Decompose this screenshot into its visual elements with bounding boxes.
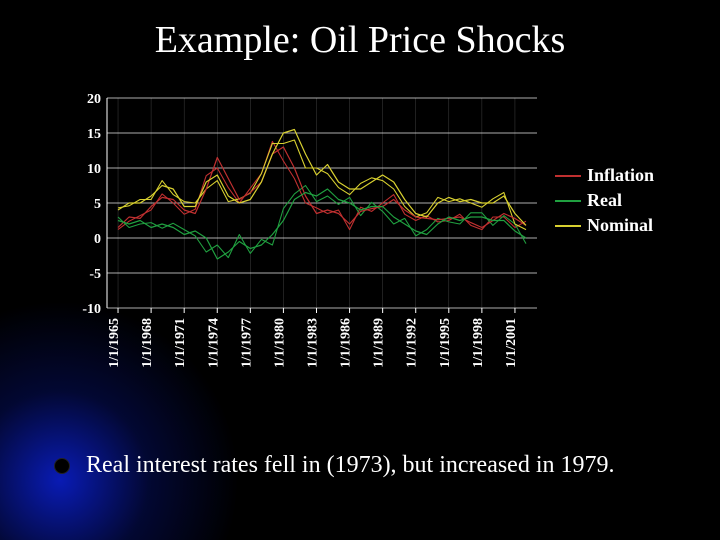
legend-line-real bbox=[555, 200, 581, 202]
bullet-dot-icon bbox=[54, 458, 70, 474]
svg-text:1/1/1998: 1/1/1998 bbox=[471, 318, 486, 368]
legend-label: Real bbox=[587, 190, 622, 211]
svg-text:1/1/1965: 1/1/1965 bbox=[107, 318, 122, 368]
svg-text:10: 10 bbox=[87, 162, 101, 177]
svg-text:1/1/1995: 1/1/1995 bbox=[438, 318, 453, 368]
legend-line-nominal bbox=[555, 225, 581, 227]
legend-line-inflation bbox=[555, 175, 581, 177]
legend: Inflation Real Nominal bbox=[555, 165, 705, 240]
bullet-text: Real interest rates fell in (1973), but … bbox=[86, 450, 615, 480]
svg-text:1/1/1989: 1/1/1989 bbox=[372, 318, 387, 368]
legend-label: Inflation bbox=[587, 165, 654, 186]
svg-text:1/1/1986: 1/1/1986 bbox=[339, 318, 354, 368]
svg-text:20: 20 bbox=[87, 92, 101, 107]
slide-title: Example: Oil Price Shocks bbox=[0, 18, 720, 62]
svg-text:0: 0 bbox=[94, 232, 101, 247]
svg-text:-5: -5 bbox=[89, 267, 101, 282]
legend-item: Real bbox=[555, 190, 705, 211]
svg-text:1/1/1980: 1/1/1980 bbox=[272, 318, 287, 368]
svg-text:1/1/1968: 1/1/1968 bbox=[140, 318, 155, 368]
legend-item: Nominal bbox=[555, 215, 705, 236]
svg-text:-10: -10 bbox=[82, 302, 101, 317]
svg-text:1/1/1977: 1/1/1977 bbox=[239, 318, 254, 368]
svg-text:1/1/1983: 1/1/1983 bbox=[305, 318, 320, 368]
bullet-item: Real interest rates fell in (1973), but … bbox=[54, 450, 694, 480]
svg-text:1/1/1992: 1/1/1992 bbox=[405, 318, 420, 368]
chart: -10 -5 0 5 10 15 20 1/1/1965 1/1/1968 1/1/1971 1/1… bbox=[65, 90, 625, 380]
chart-svg: -10 -5 0 5 10 15 20 1/1/1965 1/1/1968 1/1/1971 1/1… bbox=[65, 90, 545, 380]
svg-text:1/1/1974: 1/1/1974 bbox=[206, 318, 221, 368]
svg-text:1/1/2001: 1/1/2001 bbox=[504, 318, 519, 368]
legend-item: Inflation bbox=[555, 165, 705, 186]
svg-text:1/1/1971: 1/1/1971 bbox=[173, 318, 188, 368]
legend-label: Nominal bbox=[587, 215, 653, 236]
svg-text:5: 5 bbox=[94, 197, 101, 212]
svg-text:15: 15 bbox=[87, 127, 101, 142]
